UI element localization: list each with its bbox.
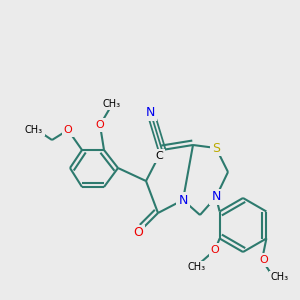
Text: N: N (145, 106, 155, 119)
Text: CH₃: CH₃ (271, 272, 289, 282)
Text: CH₃: CH₃ (188, 262, 206, 272)
Text: N: N (178, 194, 188, 206)
Text: N: N (211, 190, 221, 203)
Text: C: C (155, 151, 163, 161)
Text: O: O (64, 125, 72, 135)
Text: O: O (260, 255, 268, 265)
Text: O: O (211, 245, 219, 255)
Text: S: S (212, 142, 220, 154)
Text: O: O (96, 120, 104, 130)
Text: CH₃: CH₃ (103, 99, 121, 109)
Text: O: O (133, 226, 143, 239)
Text: CH₃: CH₃ (25, 125, 43, 135)
